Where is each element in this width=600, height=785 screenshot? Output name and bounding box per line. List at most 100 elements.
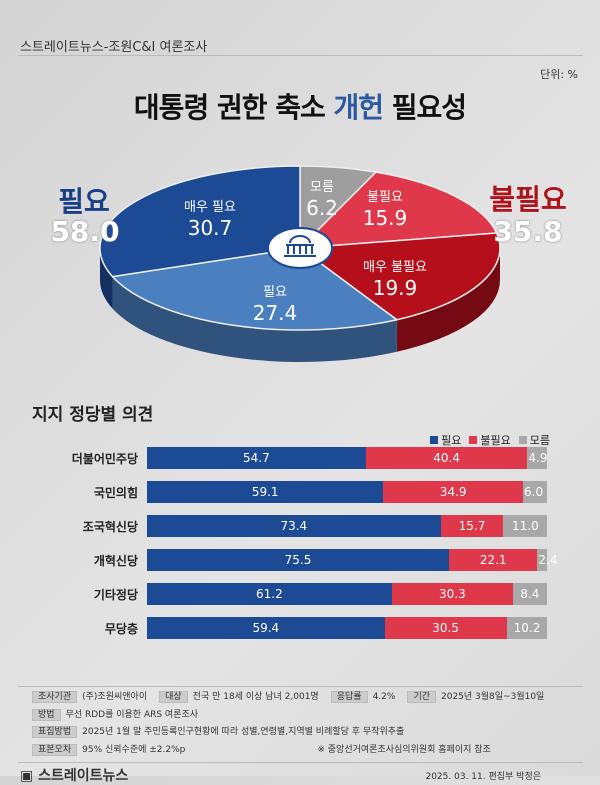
survey-info-row: 조사기관 (주)조원씨앤아이 대상 전국 만 18세 이상 남녀 2,001명 응답률 4… <box>32 690 569 704</box>
info-tag: 응답률 <box>330 691 368 703</box>
bar-row: 개혁신당 75.5 22.1 2.4 <box>0 549 600 571</box>
bar-segment: 2.4 <box>537 549 557 571</box>
slice-value: 30.7 <box>187 215 233 240</box>
pie-slice-1 <box>298 171 498 249</box>
info-value: 2025년 3월8일~3월10일 <box>441 692 545 702</box>
bar-segment: 75.5 <box>147 549 449 571</box>
category-label: 조국혁신당 <box>82 520 138 534</box>
need-total-label: 필요 <box>58 185 110 218</box>
title-pre: 대통령 권한 축소 <box>133 91 334 124</box>
bar-chart-title: 지지 정당별 의견 <box>32 405 154 425</box>
pie-slice-3 <box>111 247 399 331</box>
legend-item: 모름 <box>518 432 550 448</box>
bar-row: 무당층 59.4 30.5 10.2 <box>0 617 600 639</box>
bar-segment: 30.3 <box>391 583 513 605</box>
legend-label: 필요 <box>441 434 462 447</box>
bar-segment: 11.0 <box>503 515 548 537</box>
legend-item: 불필요 <box>469 432 511 448</box>
survey-info: 기간 2025년 3월8일~3월10일 <box>407 690 544 704</box>
category-label: 무당층 <box>104 622 138 636</box>
bar-segment: 34.9 <box>383 481 523 503</box>
slice-value: 6.2 <box>306 195 338 220</box>
survey-info-block: 조사기관 (주)조원씨앤아이 대상 전국 만 18세 이상 남녀 2,001명 응답률 4… <box>18 690 583 757</box>
legend-label: 불필요 <box>480 434 511 447</box>
info-tag: 기간 <box>407 691 436 703</box>
bar-row: 기타정당 61.2 30.3 8.4 <box>0 583 600 605</box>
legend: 필요 불필요 모름 <box>430 432 550 448</box>
info-tag: 대상 <box>159 691 188 703</box>
survey-info: 방법 무선 RDD를 이용한 ARS 여론조사 <box>32 708 198 722</box>
info-tag: 표본오차 <box>32 744 78 756</box>
info-tag: 표집방법 <box>32 726 78 738</box>
title-highlight: 개헌 <box>333 91 385 124</box>
bar-segment: 59.1 <box>147 481 384 503</box>
info-value: (주)조원씨앤아이 <box>82 692 148 702</box>
source-label: 스트레이트뉴스-조원C&I 여론조사 <box>20 40 208 55</box>
bar-segment: 30.5 <box>384 617 507 639</box>
survey-info-row: 표본오차 95% 신뢰수준에 ±2.2%p ※ 중앙선거여론조사심의위원회 홈페이지… <box>32 743 569 757</box>
info-tag: 조사기관 <box>32 691 78 703</box>
info-tag: 방법 <box>32 709 61 721</box>
bar-row: 조국혁신당 73.4 15.7 11.0 <box>0 515 600 537</box>
slice-name: 매우 불필요 <box>363 260 427 275</box>
divider <box>18 762 583 763</box>
bar-segment: 59.4 <box>147 617 385 639</box>
bar-segment: 10.2 <box>506 617 548 639</box>
info-value: 95% 신뢰수준에 ±2.2%p <box>82 745 186 755</box>
pie-label: 매우 불필요 19.9 <box>355 260 435 300</box>
bar-row: 더불어민주당 54.7 40.4 4.9 <box>0 447 600 469</box>
pie-label: 불필요 15.9 <box>345 190 425 230</box>
bar-segment: 40.4 <box>365 447 528 469</box>
pie-slice-2 <box>297 232 501 321</box>
unit-label: 단위: % <box>540 68 578 81</box>
pie-side-3 <box>112 276 397 362</box>
pie-label: 모름 6.2 <box>282 180 362 220</box>
slice-name: 매우 필요 <box>184 200 236 215</box>
assembly-icon-glyph <box>284 235 316 257</box>
logo-icon: ▣ <box>20 768 39 784</box>
slice-value: 27.4 <box>252 300 298 325</box>
pie-label: 필요 27.4 <box>235 285 315 325</box>
page-title: 대통령 권한 축소 개헌 필요성 <box>0 86 600 126</box>
credit: 2025. 03. 11. 편집부 박정은 <box>425 771 541 782</box>
noneed-total-label: 불필요 <box>489 183 567 216</box>
bar-segment: 4.9 <box>527 447 547 469</box>
bar-row: 국민의힘 59.1 34.9 6.0 <box>0 481 600 503</box>
bar-segment: 73.4 <box>147 515 441 537</box>
survey-info: 조사기관 (주)조원씨앤아이 <box>32 690 147 704</box>
info-value: 4.2% <box>372 692 396 702</box>
title-post: 필요성 <box>383 91 467 124</box>
survey-info: 응답률 4.2% <box>330 690 396 704</box>
info-value: 무선 RDD를 이용한 ARS 여론조사 <box>65 710 199 720</box>
info-value: 전국 만 18세 이상 남녀 2,001명 <box>192 692 319 702</box>
slice-value: 19.9 <box>372 275 418 300</box>
bar-segment: 15.7 <box>440 515 504 537</box>
legend-label: 모름 <box>529 434 550 447</box>
slice-name: 불필요 <box>367 190 403 205</box>
legend-item: 필요 <box>430 432 461 448</box>
noneed-total-value: 35.8 <box>493 215 563 248</box>
need-total-value: 58.0 <box>50 215 120 248</box>
survey-info: 표집방법 2025년 1월 말 주민등록인구현황에 따라 성별,연령별,지역별 비… <box>32 725 404 739</box>
footer-bar: ▣ 스트레이트뉴스 2025. 03. 11. 편집부 박정은 <box>18 763 583 785</box>
pie-side-2 <box>396 248 500 352</box>
category-label: 더불어민주당 <box>71 452 138 466</box>
legend-swatch <box>469 436 478 444</box>
pie-label: 매우 필요 30.7 <box>170 200 250 240</box>
bar-segment: 61.2 <box>147 583 392 605</box>
category-label: 국민의힘 <box>93 486 138 500</box>
category-label: 개혁신당 <box>93 554 138 568</box>
bar-segment: 6.0 <box>523 481 547 503</box>
slice-name: 모름 <box>310 180 334 195</box>
category-label: 기타정당 <box>93 588 138 602</box>
divider <box>18 686 583 687</box>
bar-segment: 54.7 <box>147 447 366 469</box>
logo: ▣ 스트레이트뉴스 <box>20 765 128 785</box>
pie-chart <box>99 165 501 362</box>
bar-segment: 22.1 <box>449 549 538 571</box>
survey-info: 표본오차 95% 신뢰수준에 ±2.2%p <box>32 743 185 757</box>
info-value: 2025년 1월 말 주민등록인구현황에 따라 성별,연령별,지역별 비례할당 … <box>82 727 405 737</box>
legend-swatch <box>430 436 439 444</box>
slice-value: 15.9 <box>362 205 408 230</box>
